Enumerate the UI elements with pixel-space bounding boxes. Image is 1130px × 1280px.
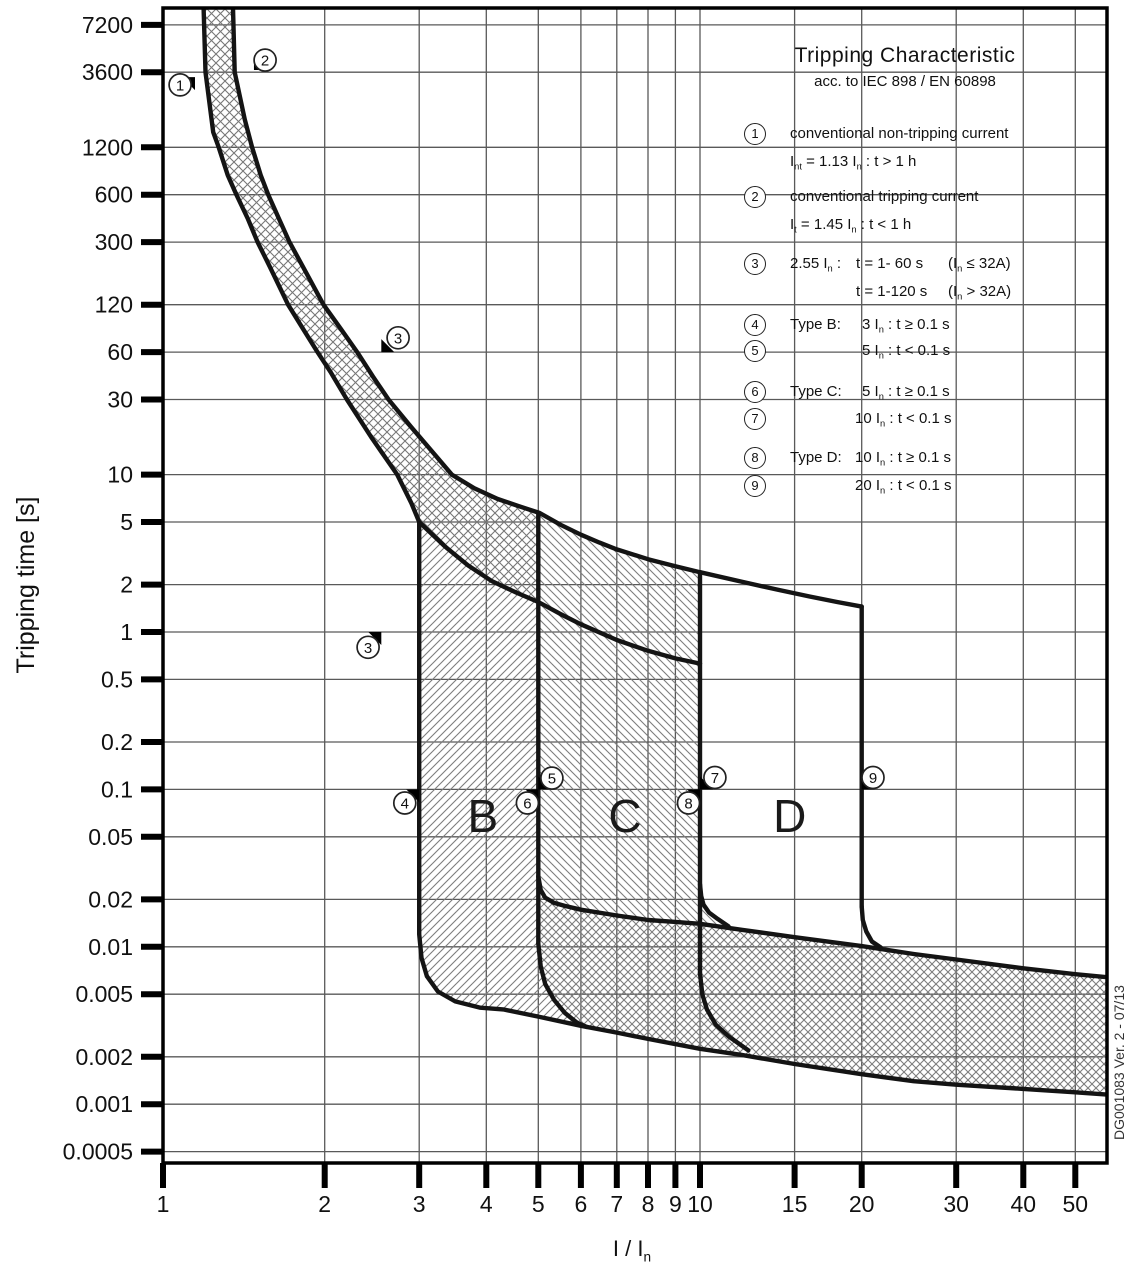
- curve-upper-band: [536, 874, 1107, 980]
- y-tick-label: 0.002: [75, 1044, 133, 1070]
- marker-circle-4: [392, 791, 417, 815]
- marker-number-3: 3: [364, 640, 372, 657]
- point-markers: 1 2 3 3 4 56 7 8 9: [168, 48, 885, 815]
- marker-circle-7: [703, 765, 727, 790]
- curve-trip-1-45: [230, 8, 703, 575]
- marker-circle-3: [386, 325, 410, 350]
- marker-circle-2: [253, 48, 277, 72]
- marker-number-7: 7: [711, 770, 719, 787]
- x-tick-label: 4: [480, 1191, 493, 1217]
- marker-number-6: 6: [523, 796, 531, 813]
- marker-number-5: 5: [548, 771, 556, 788]
- y-tick-label: 0.02: [88, 886, 133, 912]
- x-tick-label: 40: [1011, 1191, 1037, 1217]
- curve-d-upper-bend: [697, 882, 731, 929]
- y-tick-label: 0.0005: [63, 1139, 133, 1165]
- region-letter-B: B: [467, 790, 498, 842]
- axis-labels: 7200360012006003001206030105210.50.20.10…: [12, 12, 1127, 1217]
- y-tick-label: 0.001: [75, 1091, 133, 1117]
- y-tick-label: 0.01: [88, 934, 133, 960]
- x-tick-label: 9: [669, 1191, 682, 1217]
- x-tick-label: 8: [642, 1191, 655, 1217]
- marker-circle-8: [676, 791, 701, 815]
- marker-circle-5: [540, 766, 564, 790]
- x-tick-label: 3: [413, 1191, 426, 1217]
- y-tick-label: 0.05: [88, 824, 133, 850]
- y-tick-label: 600: [95, 182, 133, 208]
- marker-number-2: 2: [261, 53, 269, 70]
- y-tick-label: 300: [95, 229, 133, 255]
- x-tick-label: 50: [1063, 1191, 1089, 1217]
- region-letter-D: D: [773, 790, 806, 842]
- marker-number-3: 3: [394, 330, 402, 347]
- marker-circle-6: [515, 791, 540, 815]
- axes-frame: [141, 6, 1109, 1188]
- y-tick-label: 10: [107, 462, 133, 488]
- x-tick-label: 20: [849, 1191, 875, 1217]
- y-axis-title: Tripping time [s]: [12, 497, 40, 674]
- marker-number-9: 9: [869, 770, 877, 787]
- x-tick-label: 7: [610, 1191, 623, 1217]
- y-tick-label: 120: [95, 292, 133, 318]
- y-tick-label: 1200: [82, 134, 133, 160]
- marker-circle-1: [168, 73, 192, 97]
- marker-flag-3: [381, 339, 395, 353]
- thermal-band-region: [203, 8, 540, 603]
- x-axis-title: I / In: [612, 1236, 652, 1265]
- y-tick-label: 0.005: [75, 981, 133, 1007]
- y-tick-label: 1: [120, 619, 133, 645]
- y-tick-label: 60: [107, 339, 133, 365]
- curve-c-lower-bend: [536, 941, 589, 1030]
- y-tick-label: 5: [120, 509, 133, 535]
- version-watermark: DG001083 Ver. 2 - 07/13: [1111, 985, 1127, 1140]
- x-tick-label: 30: [943, 1191, 969, 1217]
- y-tick-label: 0.2: [101, 729, 133, 755]
- marker-circle-9: [861, 765, 885, 790]
- y-tick-label: 7200: [82, 12, 133, 38]
- marker-number-8: 8: [684, 796, 692, 813]
- x-tick-label: 6: [575, 1191, 588, 1217]
- marker-number-4: 4: [401, 796, 409, 813]
- y-tick-label: 3600: [82, 59, 133, 85]
- y-tick-label: 0.1: [101, 776, 133, 802]
- x-tick-label: 10: [687, 1191, 713, 1217]
- curve-b-left-and-lower-band: [417, 519, 1107, 1097]
- x-tick-label: 15: [782, 1191, 808, 1217]
- y-tick-label: 2: [120, 572, 133, 598]
- curve-d-top: [697, 570, 864, 609]
- region-letter-C: C: [608, 790, 641, 842]
- marker-number-1: 1: [176, 77, 184, 94]
- curve-d-lower-bend: [697, 971, 751, 1053]
- curves: [201, 8, 1107, 1097]
- curve-d-right-bend: [859, 904, 883, 950]
- regions: [203, 8, 1107, 1095]
- y-tick-label: 30: [107, 387, 133, 413]
- x-tick-label: 5: [532, 1191, 545, 1217]
- marker-circle-3: [356, 635, 380, 660]
- x-tick-label: 2: [318, 1191, 331, 1217]
- curve-nontrip-1-13: [201, 8, 703, 666]
- x-tick-label: 1: [157, 1191, 170, 1217]
- y-tick-label: 0.5: [101, 666, 133, 692]
